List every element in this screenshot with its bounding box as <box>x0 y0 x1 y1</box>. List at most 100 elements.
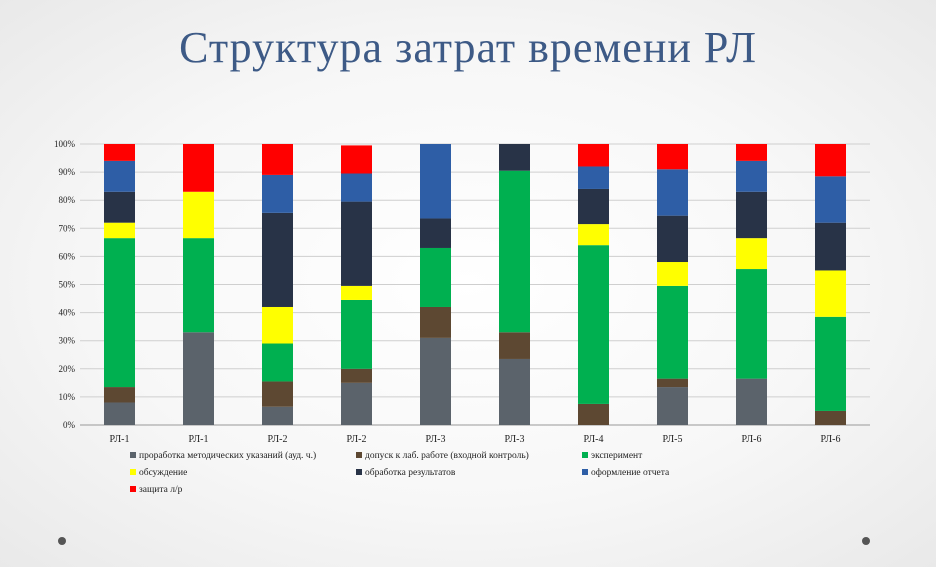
bar-segment <box>341 173 372 202</box>
y-tick-label: 80% <box>59 195 76 205</box>
x-category-label: РЛ-4 <box>584 434 604 445</box>
bar-segment <box>578 144 609 167</box>
bar-segment <box>736 269 767 379</box>
bar-segment <box>657 215 688 263</box>
bar-segment <box>578 166 609 189</box>
x-category-label: РЛ-2 <box>268 434 288 445</box>
x-category-label: РЛ-6 <box>821 434 841 445</box>
x-category-label: РЛ-6 <box>742 434 762 445</box>
legend-label: защита л/р <box>139 485 183 495</box>
bar-segment <box>262 144 293 175</box>
legend-swatch <box>356 469 362 475</box>
legend-swatch <box>356 452 362 458</box>
bar-segment <box>183 332 214 425</box>
bar-segment <box>736 160 767 192</box>
bar-segment <box>815 222 846 271</box>
legend-swatch <box>130 486 136 492</box>
bar-segment <box>815 270 846 317</box>
y-axis-ticks: 0% 10% 20% 30% 40% 50% 60% 70% 80% 90% 100% <box>54 139 76 430</box>
y-tick-label: 30% <box>59 336 76 346</box>
bar-segment <box>499 358 530 425</box>
bar-segment <box>183 144 214 192</box>
x-category-label: РЛ-5 <box>663 434 683 445</box>
legend-label: обсуждение <box>139 467 187 478</box>
bar-segment <box>420 218 451 248</box>
bar-segment <box>104 222 135 239</box>
bar-segment <box>104 191 135 223</box>
bar-segment <box>657 378 688 388</box>
legend-label: допуск к лаб. работе (входной контроль) <box>365 450 529 461</box>
y-tick-label: 90% <box>59 167 76 177</box>
bar-segment <box>341 368 372 383</box>
bar-segment <box>578 403 609 425</box>
y-tick-label: 40% <box>59 308 76 318</box>
legend-swatch <box>582 469 588 475</box>
bar-segment <box>499 170 530 333</box>
bar-segment <box>341 382 372 425</box>
bar-segment <box>420 337 451 425</box>
legend-swatch <box>130 452 136 458</box>
legend-label: проработка методических указаний (ауд. ч… <box>139 450 316 461</box>
x-category-label: РЛ-1 <box>110 434 130 445</box>
bar-segment <box>262 174 293 213</box>
bar-segment <box>657 262 688 286</box>
bar-segment <box>815 144 846 177</box>
bar-segment <box>657 285 688 379</box>
y-tick-label: 0% <box>63 420 76 430</box>
legend: проработка методических указаний (ауд. ч… <box>130 450 670 495</box>
bar-segment <box>420 247 451 307</box>
bar-segment <box>262 343 293 382</box>
bar-segment <box>499 332 530 359</box>
bar-segment <box>657 387 688 425</box>
bar-segment <box>262 306 293 344</box>
bar-segment <box>815 316 846 411</box>
bar-segment <box>578 245 609 404</box>
bar-segment <box>341 145 372 174</box>
bars <box>104 144 846 425</box>
slide-title: Структура затрат времени РЛ <box>179 23 757 72</box>
y-tick-label: 10% <box>59 392 76 402</box>
y-tick-label: 20% <box>59 364 76 374</box>
y-tick-label: 70% <box>59 223 76 233</box>
legend-label: обработка результатов <box>365 467 456 478</box>
bar-segment <box>736 238 767 270</box>
bar-segment <box>104 160 135 192</box>
bar-segment <box>657 144 688 170</box>
bar-segment <box>499 144 530 171</box>
bar-segment <box>104 387 135 403</box>
x-axis-labels: РЛ-1 РЛ-1 РЛ-2 РЛ-2 РЛ-3 РЛ-3 РЛ-4 РЛ-5 РЛ-6 РЛ-6 <box>110 434 841 445</box>
bar-segment <box>341 201 372 286</box>
legend-label: эксперимент <box>591 451 643 461</box>
bar-segment <box>736 191 767 239</box>
y-tick-label: 100% <box>54 139 76 149</box>
bar-segment <box>578 188 609 225</box>
y-tick-label: 60% <box>59 251 76 261</box>
bar-segment <box>657 169 688 216</box>
x-category-label: РЛ-2 <box>347 434 367 445</box>
bar-segment <box>736 378 767 425</box>
bar-segment <box>420 144 451 219</box>
bar-segment <box>262 212 293 307</box>
bar-segment <box>815 176 846 223</box>
bar-segment <box>262 406 293 425</box>
bar-segment <box>183 191 214 239</box>
legend-label: оформление отчета <box>591 467 670 478</box>
x-category-label: РЛ-3 <box>426 434 446 445</box>
x-category-label: РЛ-3 <box>505 434 525 445</box>
bar-segment <box>736 144 767 161</box>
bar-segment <box>262 381 293 407</box>
slide-decoration-dot-right <box>862 537 870 545</box>
slide-decoration-dot-left <box>58 537 66 545</box>
bar-segment <box>104 238 135 388</box>
bar-segment <box>420 306 451 338</box>
legend-swatch <box>582 452 588 458</box>
bar-segment <box>341 285 372 300</box>
bar-segment <box>104 144 135 161</box>
legend-swatch <box>130 469 136 475</box>
x-category-label: РЛ-1 <box>189 434 209 445</box>
bar-segment <box>578 224 609 246</box>
bar-segment <box>815 410 846 425</box>
y-tick-label: 50% <box>59 280 76 290</box>
bar-segment <box>341 299 372 369</box>
